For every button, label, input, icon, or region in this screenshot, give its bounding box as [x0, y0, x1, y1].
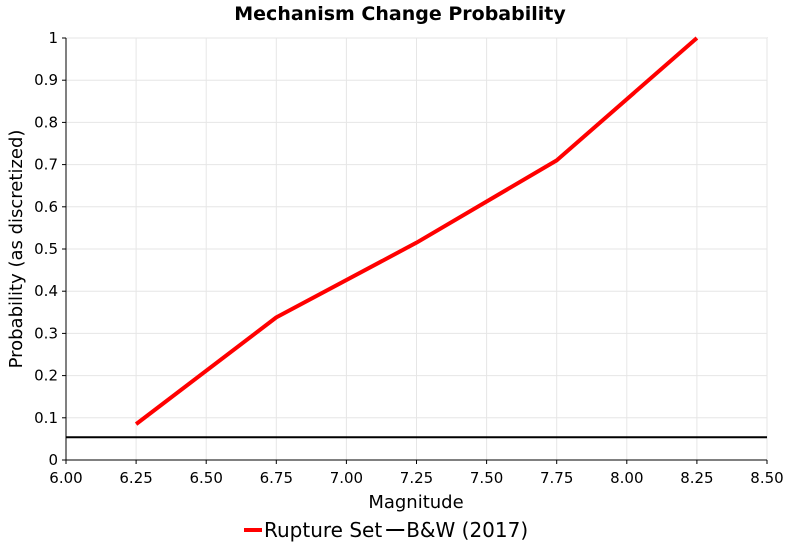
chart-title: Mechanism Change Probability: [234, 3, 566, 25]
x-tick-label: 8.00: [610, 469, 643, 487]
y-tick-label: 1: [48, 29, 58, 47]
y-axis-label: Probability (as discretized): [6, 130, 27, 369]
x-tick-label: 7.25: [400, 469, 433, 487]
y-tick-label: 0.9: [34, 71, 58, 89]
x-tick-label: 7.00: [330, 469, 363, 487]
y-tick-label: 0.3: [34, 324, 58, 342]
y-tick-label: 0.5: [34, 240, 58, 258]
x-axis-ticks: 6.00 6.25 6.50 6.75 7.00 7.25 7.50 7.75 8.00 8.25…: [49, 460, 784, 487]
y-axis-ticks: 0 0.1 0.2 0.3 0.4 0.5 0.6 0.7 0.8 0.9 1: [34, 29, 66, 469]
x-axis-label: Magnitude: [368, 492, 463, 513]
series-line-rupture-set: [134, 36, 699, 426]
y-tick-label: 0.2: [34, 367, 58, 385]
x-tick-label: 6.25: [119, 469, 152, 487]
x-tick-label: 6.75: [260, 469, 293, 487]
x-tick-label: 8.50: [750, 469, 783, 487]
y-tick-label: 0.8: [34, 113, 58, 131]
y-tick-label: 0.1: [34, 409, 58, 427]
y-tick-label: 0.7: [34, 156, 58, 174]
x-tick-label: 7.50: [470, 469, 503, 487]
y-tick-label: 0.6: [34, 198, 58, 216]
x-tick-label: 7.75: [540, 469, 573, 487]
y-tick-label: 0.4: [34, 282, 58, 300]
legend: Rupture Set B&W (2017): [244, 518, 528, 542]
x-tick-label: 6.00: [49, 469, 82, 487]
x-tick-label: 6.50: [189, 469, 222, 487]
y-tick-label: 0: [48, 451, 58, 469]
x-tick-label: 8.25: [680, 469, 713, 487]
series-layer: [66, 36, 767, 439]
legend-label: Rupture Set: [264, 518, 382, 542]
legend-label: B&W (2017): [406, 518, 528, 542]
